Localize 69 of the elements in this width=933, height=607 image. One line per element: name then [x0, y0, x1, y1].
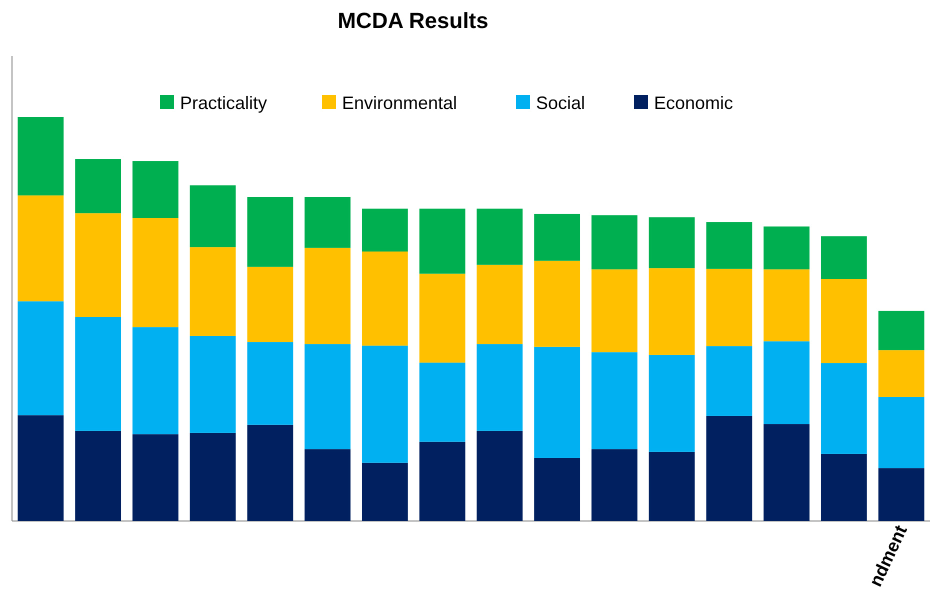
- bar: [247, 342, 294, 425]
- bar: [75, 159, 122, 214]
- bar: [878, 468, 924, 521]
- bar: [304, 248, 351, 344]
- bar: [132, 161, 178, 218]
- bar: [534, 458, 580, 521]
- bar: [591, 269, 638, 352]
- bar: [878, 350, 924, 397]
- bar: [764, 341, 810, 424]
- bar: [190, 432, 236, 521]
- bar: [591, 449, 638, 521]
- bar: [362, 252, 408, 346]
- bar: [247, 266, 294, 342]
- bar: [18, 117, 64, 196]
- bar: [820, 363, 867, 454]
- bar: [534, 214, 580, 261]
- bar: [706, 346, 752, 416]
- bar: [75, 316, 122, 431]
- bar: [764, 269, 810, 342]
- bar: [247, 424, 294, 521]
- bar: [419, 362, 466, 442]
- bar: [362, 346, 408, 463]
- bar: [362, 208, 408, 252]
- bar: [534, 346, 580, 458]
- bar: [648, 268, 695, 355]
- bar: [820, 236, 867, 280]
- bar: [476, 264, 523, 344]
- bar: [190, 185, 236, 248]
- legend-label: Practicality: [180, 93, 268, 113]
- bar: [764, 424, 810, 521]
- bar: [419, 442, 466, 521]
- bar: [304, 196, 351, 248]
- bar: [820, 279, 867, 364]
- bar: [706, 222, 752, 269]
- bar: [534, 260, 580, 347]
- chart-title: MCDA Results: [338, 8, 488, 33]
- bar: [878, 310, 924, 350]
- bar: [304, 344, 351, 450]
- bar: [419, 208, 466, 274]
- bar: [591, 215, 638, 270]
- bar: [476, 430, 523, 521]
- bar: [476, 208, 523, 265]
- bar: [18, 195, 64, 302]
- bar: [591, 352, 638, 450]
- bar: [190, 247, 236, 336]
- bar: [362, 462, 408, 521]
- bar: [878, 396, 924, 468]
- bar: [764, 226, 810, 270]
- bar: [476, 344, 523, 431]
- legend-label: Social: [536, 93, 586, 113]
- bar: [706, 416, 752, 521]
- bar: [190, 336, 236, 433]
- bar: [648, 217, 695, 268]
- bar: [18, 301, 64, 416]
- bar: [132, 327, 178, 434]
- bar: [132, 218, 178, 328]
- bar: [820, 454, 867, 521]
- bar: [419, 274, 466, 363]
- bar: [706, 268, 752, 346]
- bar: [75, 213, 122, 317]
- bar: [648, 452, 695, 521]
- legend-label: Environmental: [342, 93, 458, 113]
- bar: [247, 196, 294, 267]
- bar: [304, 449, 351, 521]
- bar: [75, 430, 122, 521]
- legend-label: Economic: [654, 93, 734, 113]
- bar: [648, 354, 695, 452]
- bar: [18, 415, 64, 521]
- bar: [132, 434, 178, 521]
